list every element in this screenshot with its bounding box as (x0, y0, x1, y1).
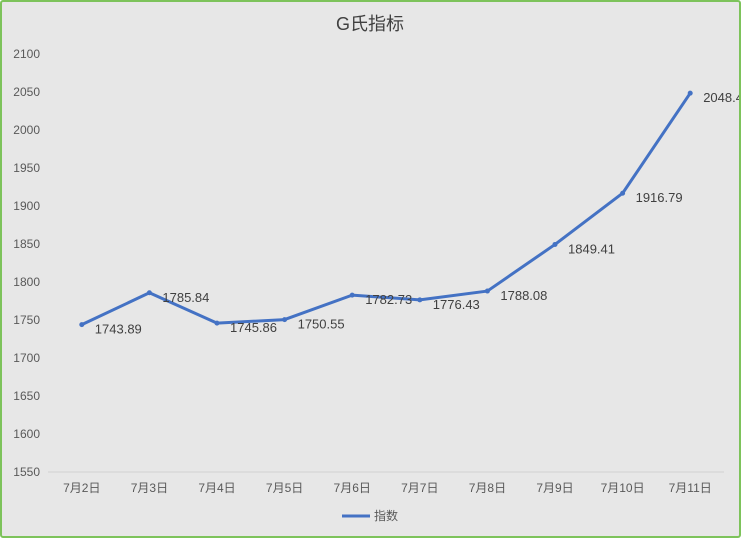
data-label: 1782.73 (365, 292, 412, 307)
data-point[interactable] (620, 190, 626, 196)
y-tick-label: 1850 (13, 237, 40, 251)
data-label: 1916.79 (636, 190, 683, 205)
x-tick-label: 7月3日 (131, 481, 168, 495)
chart-title: G氏指标 (336, 14, 404, 34)
legend-label: 指数 (374, 508, 398, 523)
y-tick-label: 1800 (13, 275, 40, 289)
x-axis: 7月2日 7月3日 7月4日 7月5日 7月6日 7月7日 7月8日 7月9日 7月10日 7月1… (48, 471, 724, 495)
x-tick-label: 7月7日 (401, 481, 438, 495)
y-tick-label: 1950 (13, 161, 40, 175)
y-tick-label: 2050 (13, 85, 40, 99)
series-layer: 1743.89 1785.84 1745.86 1750.55 1782.73 1776.… (79, 90, 739, 337)
y-tick-label: 1750 (13, 313, 40, 327)
x-tick-label: 7月11日 (669, 481, 712, 495)
x-tick-label: 7月5日 (266, 481, 303, 495)
x-tick-label: 7月9日 (536, 481, 573, 495)
series-line[interactable] (80, 91, 692, 327)
data-point[interactable] (687, 90, 693, 96)
data-point[interactable] (146, 290, 152, 296)
data-point[interactable] (417, 297, 423, 303)
data-point[interactable] (214, 320, 220, 326)
data-label: 1776.43 (433, 297, 480, 312)
x-tick-label: 7月10日 (601, 481, 645, 495)
data-point[interactable] (349, 292, 355, 298)
x-tick-label: 7月4日 (198, 481, 235, 495)
data-point[interactable] (552, 241, 558, 247)
y-tick-label: 1900 (13, 199, 40, 213)
data-label: 1743.89 (95, 322, 142, 337)
data-label: 1750.55 (298, 317, 345, 332)
y-tick-label: 1650 (13, 389, 40, 403)
x-tick-label: 7月8日 (469, 481, 506, 495)
y-tick-label: 1700 (13, 351, 40, 365)
data-label: 1849.41 (568, 241, 615, 256)
y-tick-label: 1600 (13, 427, 40, 441)
x-tick-label: 7月6日 (334, 481, 371, 495)
legend[interactable]: 指数 (342, 508, 398, 523)
data-label: 2048.45 (703, 90, 739, 105)
y-axis: 1550 1600 1650 1700 1750 1800 1850 1900 1950 2000… (13, 47, 40, 479)
y-tick-label: 1550 (13, 465, 40, 479)
y-tick-label: 2000 (13, 123, 40, 137)
data-point[interactable] (282, 317, 288, 323)
data-point[interactable] (79, 322, 85, 328)
data-label: 1745.86 (230, 320, 277, 335)
data-label: 1788.08 (500, 288, 547, 303)
y-tick-label: 2100 (13, 47, 40, 61)
data-point[interactable] (484, 288, 490, 294)
x-tick-label: 7月2日 (63, 481, 100, 495)
data-label: 1785.84 (162, 290, 209, 305)
